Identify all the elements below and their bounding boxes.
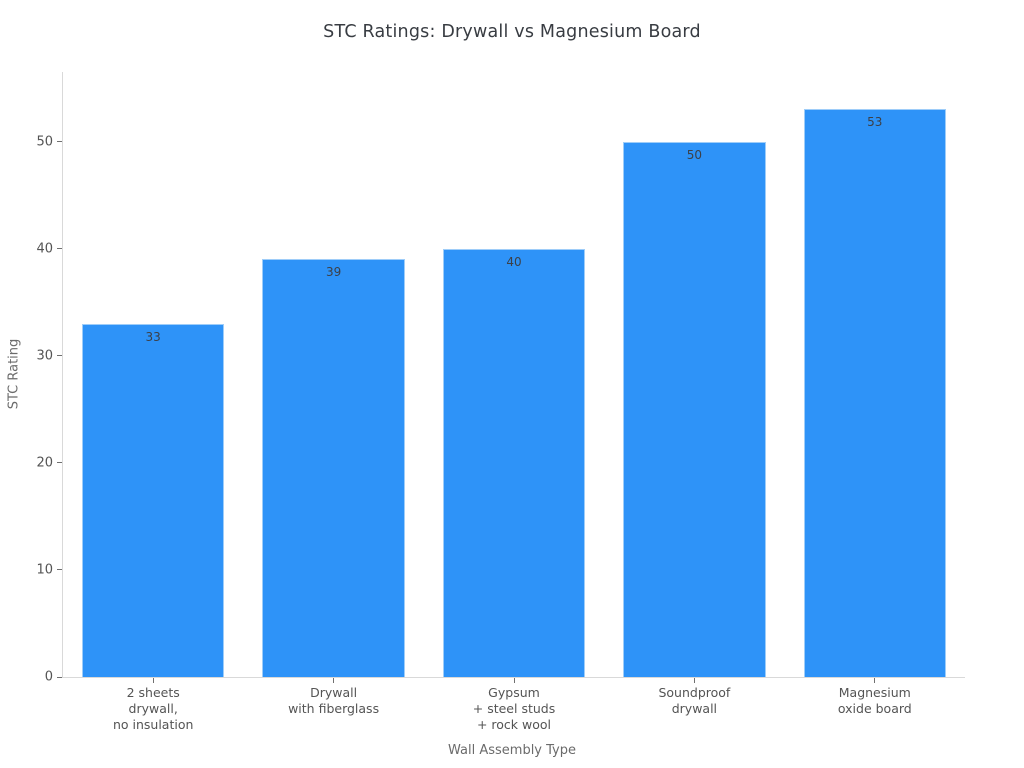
x-tick-mark: [693, 678, 695, 683]
bar: 53: [803, 109, 947, 677]
x-tick-label: 2 sheets drywall, no insulation: [112, 685, 194, 732]
plot-area: 0 10 20 30 40 50 33 2 sheets drywall, no insula…: [36, 72, 965, 732]
y-tick-label: 40: [36, 241, 53, 257]
x-axis-title: Wall Assembly Type: [448, 743, 576, 758]
bar-value-label: 33: [145, 329, 161, 344]
x-tick-label: Gypsum + steel studs + rock wool: [472, 685, 556, 732]
bar-value-label: 39: [325, 265, 342, 280]
y-axis-title: STC Rating: [6, 338, 22, 410]
bar: 40: [442, 248, 586, 677]
x-tick-label: Drywall with fiberglass: [288, 685, 380, 716]
y-tick-mark: [57, 141, 62, 143]
x-tick-label: Magnesium oxide board: [837, 685, 912, 716]
y-tick-mark: [57, 569, 62, 571]
bar-value-label: 40: [506, 254, 522, 269]
bar: 33: [81, 323, 225, 677]
y-tick-label: 50: [36, 134, 53, 150]
bar-value-label: 50: [686, 147, 703, 162]
x-tick-mark: [874, 678, 876, 683]
bar: 50: [623, 141, 766, 677]
y-tick-label: 0: [44, 669, 53, 685]
bar: 39: [262, 259, 405, 677]
y-tick-mark: [57, 355, 62, 357]
x-tick-mark: [333, 678, 335, 683]
y-tick-mark: [57, 248, 62, 250]
y-tick-mark: [57, 676, 62, 678]
y-tick-mark: [57, 462, 62, 464]
x-tick-label: Soundproof drywall: [658, 685, 731, 716]
chart-title: STC Ratings: Drywall vs Magnesium Board: [323, 22, 701, 42]
x-tick-mark: [513, 678, 515, 683]
bar-value-label: 53: [867, 115, 883, 130]
y-tick-label: 20: [36, 455, 53, 471]
y-tick-label: 10: [36, 562, 53, 578]
x-tick-mark: [152, 678, 154, 683]
y-tick-label: 30: [36, 348, 53, 364]
